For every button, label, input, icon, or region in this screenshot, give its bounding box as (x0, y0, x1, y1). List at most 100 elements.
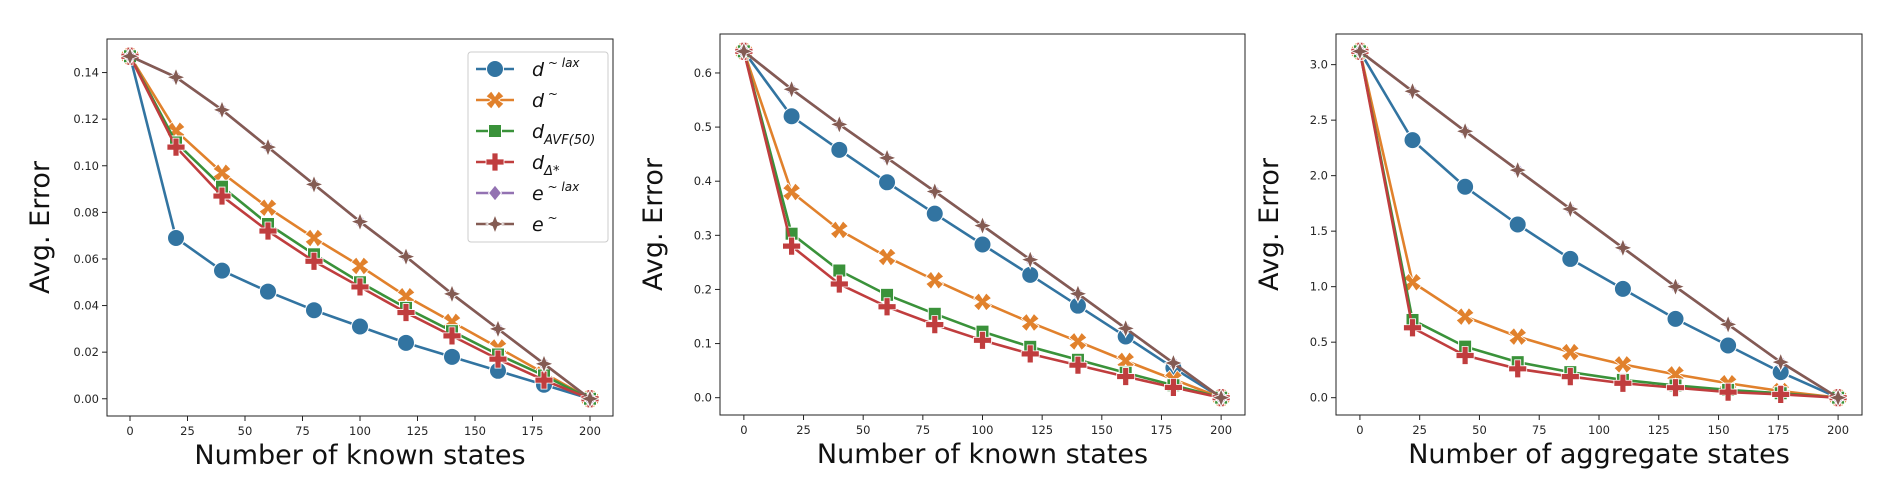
data-point (972, 215, 993, 236)
data-point (1508, 215, 1527, 234)
data-point (1164, 377, 1183, 397)
y-tick-label: 0.0 (1310, 391, 1328, 405)
data-point (396, 286, 416, 306)
y-tick-label: 0.10 (73, 159, 99, 173)
data-point (1561, 249, 1580, 268)
data-point (1067, 283, 1089, 304)
data-point (212, 186, 232, 206)
x-axis-title: Number of known states (194, 440, 525, 471)
legend-label-superscript: ~ (544, 87, 558, 101)
series-line (1358, 50, 1839, 399)
data-point (579, 388, 601, 409)
y-tick-label: 0.6 (694, 66, 712, 80)
y-tick-label: 0.00 (73, 392, 99, 406)
data-point (781, 79, 802, 100)
data-point (488, 349, 508, 369)
data-point (924, 181, 945, 202)
data-point (395, 246, 417, 267)
x-tick-label: 25 (796, 423, 811, 437)
data-point (1402, 81, 1423, 102)
data-point (877, 247, 897, 267)
legend-marker (488, 124, 502, 138)
y-tick-label: 2.5 (1310, 113, 1328, 127)
data-point (1211, 387, 1232, 408)
legend-marker (487, 184, 503, 202)
data-point (829, 114, 850, 135)
y-axis-title: Avg. Error (25, 160, 56, 294)
x-tick-label: 0 (740, 423, 747, 437)
y-tick-label: 3.0 (1310, 58, 1328, 72)
series-6 (733, 41, 1232, 408)
y-tick-label: 0.2 (694, 282, 712, 296)
data-point (1613, 279, 1632, 298)
legend-marker (485, 90, 505, 110)
data-point (1068, 355, 1088, 375)
data-point (733, 41, 754, 62)
data-point (258, 221, 278, 241)
data-point (1020, 344, 1040, 364)
data-point (1403, 318, 1422, 338)
data-point (1719, 336, 1738, 355)
data-point (1666, 309, 1685, 328)
y-tick-label: 0.1 (694, 337, 712, 351)
data-point (213, 261, 231, 280)
x-tick-label: 75 (1532, 423, 1547, 437)
series-line (1358, 51, 1839, 399)
data-point (304, 228, 324, 248)
legend-marker (485, 152, 505, 172)
data-point (829, 220, 849, 240)
data-point (167, 228, 185, 247)
legend-label-superscript: ~ lax (544, 56, 580, 70)
data-point (441, 283, 463, 304)
data-point (259, 282, 277, 301)
y-tick-label: 0.02 (73, 345, 99, 359)
y-tick-label: 0.04 (73, 299, 99, 313)
data-point (350, 277, 370, 297)
x-tick-label: 25 (180, 424, 195, 438)
data-point (304, 251, 324, 271)
series-1 (1350, 42, 1848, 407)
series-6 (1349, 41, 1849, 408)
data-point (1560, 198, 1581, 220)
data-point (396, 303, 416, 322)
y-tick-label: 0.5 (694, 120, 712, 134)
x-tick-label: 100 (972, 423, 994, 437)
data-point (1456, 177, 1475, 196)
y-tick-label: 0.3 (694, 228, 712, 242)
data-point (925, 315, 945, 335)
data-point (534, 370, 554, 390)
data-point (1455, 307, 1475, 327)
data-point (1116, 367, 1136, 386)
x-tick-label: 25 (1412, 423, 1427, 437)
data-point (1613, 373, 1633, 393)
data-point (1403, 131, 1422, 150)
series-line (1358, 51, 1839, 399)
series-6 (119, 46, 601, 409)
data-point (1116, 351, 1136, 371)
series-line (1358, 51, 1839, 399)
chart-panel-2: 0 25 50 75 100 125 150 175 200 0.0 0.1 0.2 0.3 0.4 0.5… (638, 33, 1246, 470)
x-tick-label: 175 (522, 424, 544, 438)
y-axis-title: Avg. Error (1254, 157, 1285, 291)
data-point (258, 198, 278, 218)
x-tick-label: 200 (579, 424, 601, 438)
x-tick-label: 50 (238, 424, 253, 438)
x-tick-label: 100 (349, 424, 371, 438)
x-tick-label: 50 (1472, 423, 1487, 437)
data-point (830, 140, 849, 159)
data-point (1020, 312, 1040, 332)
data-point (1508, 327, 1528, 347)
data-point (166, 137, 186, 157)
y-tick-label: 1.0 (1310, 280, 1328, 294)
data-point (442, 326, 462, 346)
x-tick-label: 150 (1091, 423, 1113, 437)
data-point (782, 107, 801, 126)
data-point (1613, 354, 1633, 374)
data-point (1560, 342, 1580, 362)
data-point (973, 330, 992, 350)
data-point (925, 270, 945, 290)
x-tick-label: 50 (856, 423, 871, 437)
x-tick-label: 125 (1031, 423, 1053, 437)
